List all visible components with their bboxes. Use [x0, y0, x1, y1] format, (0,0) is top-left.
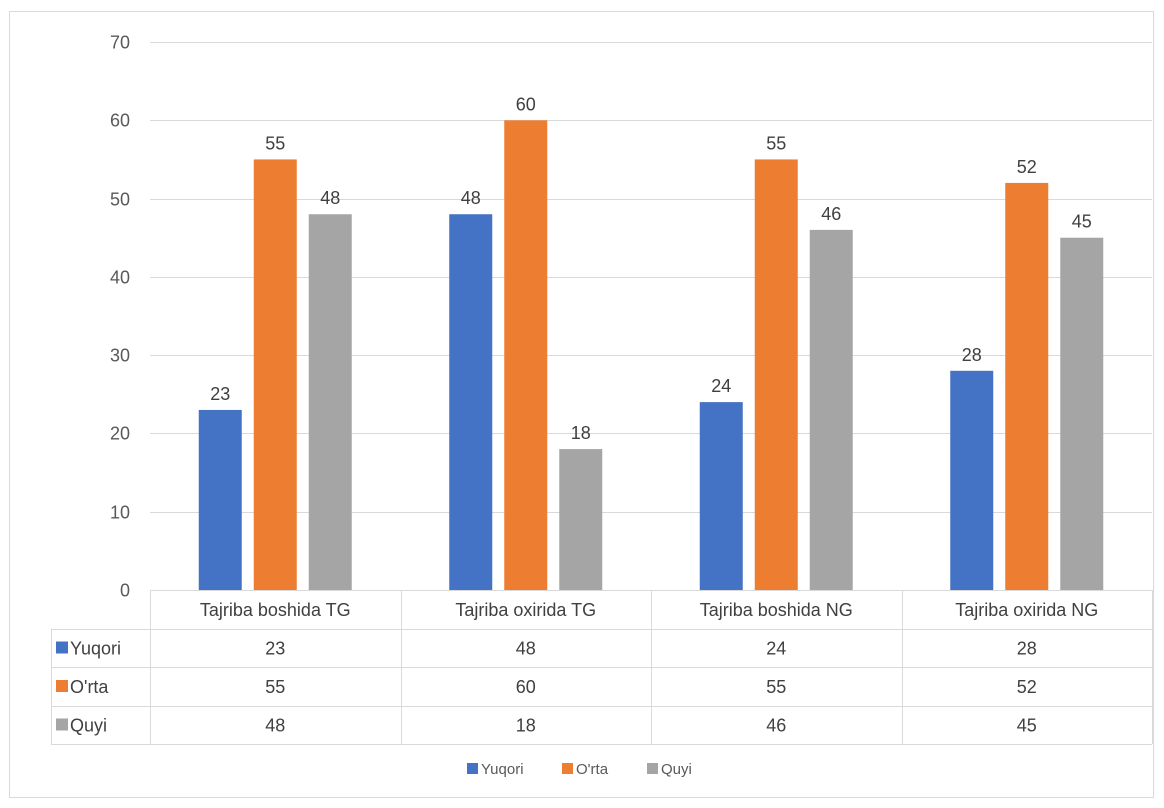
y-tick-label: 70	[110, 33, 130, 53]
bar-o-rta-3	[754, 159, 798, 590]
data-label: 28	[962, 345, 982, 365]
y-tick-label: 20	[110, 424, 130, 444]
table-cell: 48	[516, 639, 536, 659]
y-tick-label: 10	[110, 503, 130, 523]
bar-o-rta-1	[253, 159, 297, 590]
x-category-label: Tajriba oxirida TG	[455, 600, 596, 620]
bar-yuqori-3	[699, 402, 743, 590]
data-label: 55	[265, 133, 285, 153]
legend-label: O'rta	[576, 761, 609, 778]
bar-o-rta-4	[1005, 182, 1049, 590]
legend-label: Quyi	[661, 761, 692, 778]
table-series-name: Quyi	[70, 716, 107, 736]
bar-quyi-4	[1060, 237, 1104, 590]
bar-yuqori-2	[449, 214, 493, 590]
table-legend-key	[56, 718, 68, 731]
data-label: 24	[711, 376, 731, 396]
x-category-label: Tajriba oxirida NG	[955, 600, 1098, 620]
y-tick-label: 40	[110, 268, 130, 288]
table-cell: 23	[265, 639, 285, 659]
bar-o-rta-2	[504, 120, 548, 591]
y-tick-label: 60	[110, 111, 130, 131]
table-cell: 52	[1017, 677, 1037, 697]
table-cell: 60	[516, 677, 536, 697]
table-series-name: Yuqori	[70, 639, 121, 659]
table-legend-key	[56, 641, 68, 654]
data-label: 23	[210, 384, 230, 404]
table-cell: 48	[265, 716, 285, 736]
legend-swatch	[647, 763, 658, 774]
y-tick-label: 0	[120, 581, 130, 601]
data-label: 48	[461, 188, 481, 208]
data-label: 45	[1072, 212, 1092, 232]
data-label: 18	[571, 423, 591, 443]
bars	[198, 120, 1104, 591]
legend-label: Yuqori	[481, 761, 524, 778]
bar-quyi-3	[809, 229, 853, 590]
table-cell: 45	[1017, 716, 1037, 736]
data-label: 52	[1017, 157, 1037, 177]
table-cell: 24	[766, 639, 786, 659]
table-cell: 46	[766, 716, 786, 736]
data-table: Tajriba boshida TG Tajriba oxirida TG Tajr…	[51, 590, 1153, 745]
bar-yuqori-1	[198, 409, 242, 590]
data-label: 55	[766, 133, 786, 153]
bar-quyi-2	[559, 449, 603, 590]
data-label: 46	[821, 204, 841, 224]
data-labels: 23 55 48 48 60 18 24 55 46 28 52 45	[210, 94, 1092, 443]
y-tick-label: 30	[110, 346, 130, 366]
legend-swatch	[562, 763, 573, 774]
data-label: 48	[320, 188, 340, 208]
x-category-label: Tajriba boshida TG	[200, 600, 351, 620]
y-axis: 0 10 20 30 40 50 60 70	[110, 33, 130, 601]
table-cell: 55	[265, 677, 285, 697]
data-label: 60	[516, 94, 536, 114]
y-tick-label: 50	[110, 190, 130, 210]
x-category-label: Tajriba boshida NG	[700, 600, 853, 620]
table-cell: 55	[766, 677, 786, 697]
table-cell: 28	[1017, 639, 1037, 659]
bar-yuqori-4	[950, 370, 994, 590]
table-series-name: O'rta	[70, 677, 109, 697]
table-legend-key	[56, 680, 68, 692]
bar-quyi-1	[308, 214, 352, 590]
table-cell: 18	[516, 716, 536, 736]
legend: Yuqori O'rta Quyi	[467, 761, 692, 778]
legend-swatch	[467, 763, 478, 774]
